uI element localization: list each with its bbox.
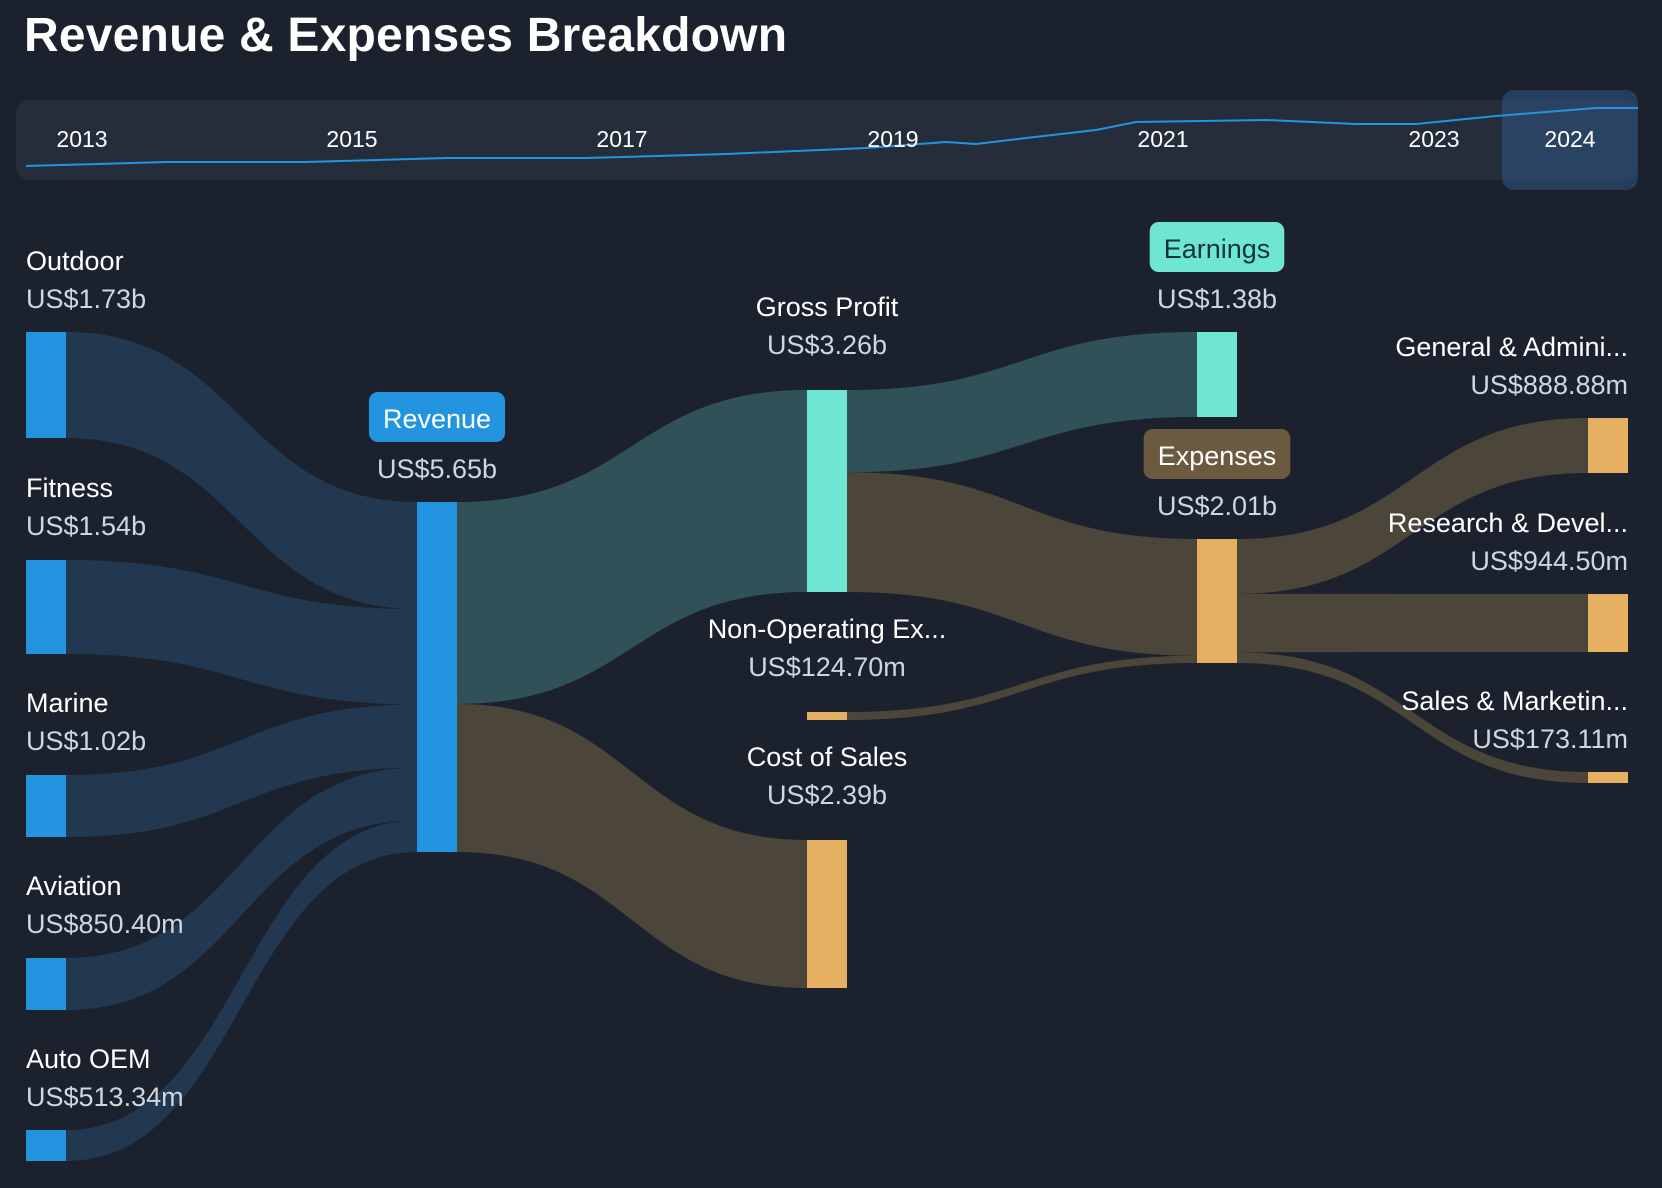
label-cost_of_sales-value: US$2.39b bbox=[767, 780, 887, 810]
link-fitness-to-revenue bbox=[66, 560, 417, 705]
year-2013[interactable]: 2013 bbox=[56, 126, 108, 152]
selected-year-highlight bbox=[1502, 90, 1638, 190]
sankey-nodes bbox=[26, 332, 1628, 1161]
label-cost_of_sales-name: Cost of Sales bbox=[747, 742, 908, 772]
link-expenses-to-research_dev bbox=[1237, 593, 1588, 653]
node-gross_profit[interactable] bbox=[807, 390, 847, 592]
year-2019[interactable]: 2019 bbox=[867, 126, 919, 152]
link-marine-to-revenue bbox=[66, 704, 417, 837]
label-marine-value: US$1.02b bbox=[26, 726, 146, 756]
node-earnings[interactable] bbox=[1197, 332, 1237, 417]
link-aviation-to-revenue bbox=[66, 767, 417, 1010]
year-2017[interactable]: 2017 bbox=[596, 126, 648, 152]
link-gross_profit-to-earnings bbox=[847, 332, 1197, 473]
label-general_admin-value: US$888.88m bbox=[1470, 370, 1628, 400]
sankey-labels: Outdoor US$1.73b Fitness US$1.54b Marine US$1… bbox=[26, 222, 1628, 1112]
node-revenue[interactable] bbox=[417, 502, 457, 852]
revenue-trend-sparkline bbox=[25, 107, 1638, 167]
label-expenses-name: Expenses bbox=[1158, 441, 1277, 471]
node-marine[interactable] bbox=[26, 775, 66, 837]
label-fitness-name: Fitness bbox=[26, 473, 113, 503]
link-gross_profit-to-expenses bbox=[847, 472, 1197, 656]
label-sales_marketing-name: Sales & Marketin... bbox=[1401, 686, 1628, 716]
label-revenue-pill bbox=[368, 392, 506, 442]
node-general_admin[interactable] bbox=[1588, 418, 1628, 473]
label-auto_oem-value: US$513.34m bbox=[26, 1082, 184, 1112]
node-cost_of_sales[interactable] bbox=[807, 840, 847, 988]
node-expenses[interactable] bbox=[1197, 539, 1237, 663]
label-aviation-value: US$850.40m bbox=[26, 909, 184, 939]
link-non_operating-to-expenses bbox=[847, 655, 1197, 720]
node-non_operating[interactable] bbox=[807, 712, 847, 720]
node-aviation[interactable] bbox=[26, 958, 66, 1010]
node-auto_oem[interactable] bbox=[26, 1130, 66, 1161]
page-title: Revenue & Expenses Breakdown bbox=[24, 9, 788, 62]
node-research_dev[interactable] bbox=[1588, 594, 1628, 652]
label-aviation-name: Aviation bbox=[26, 871, 122, 901]
node-fitness[interactable] bbox=[26, 560, 66, 654]
year-2024[interactable]: 2024 bbox=[1544, 126, 1596, 152]
label-revenue-value: US$5.65b bbox=[377, 454, 497, 484]
label-earnings-pill bbox=[1149, 222, 1285, 272]
label-non_operating-name: Non-Operating Ex... bbox=[708, 614, 947, 644]
year-2021[interactable]: 2021 bbox=[1137, 126, 1189, 152]
label-sales_marketing-value: US$173.11m bbox=[1472, 724, 1628, 754]
label-outdoor-name: Outdoor bbox=[26, 246, 124, 276]
year-2015[interactable]: 2015 bbox=[326, 126, 378, 152]
link-auto_oem-to-revenue bbox=[66, 820, 417, 1161]
node-outdoor[interactable] bbox=[26, 332, 66, 438]
link-expenses-to-sales_marketing bbox=[1237, 652, 1588, 783]
year-timeline[interactable]: 2013 2015 2017 2019 2021 2023 2024 bbox=[16, 90, 1638, 190]
link-revenue-to-cost_of_sales bbox=[457, 703, 807, 988]
label-non_operating-value: US$124.70m bbox=[748, 652, 906, 682]
label-auto_oem-name: Auto OEM bbox=[26, 1044, 151, 1074]
label-gross_profit-value: US$3.26b bbox=[767, 330, 887, 360]
label-marine-name: Marine bbox=[26, 688, 109, 718]
sankey-links bbox=[66, 332, 1588, 1161]
label-gross_profit-name: Gross Profit bbox=[756, 292, 899, 322]
link-expenses-to-general_admin bbox=[1237, 418, 1588, 594]
label-research_dev-value: US$944.50m bbox=[1470, 546, 1628, 576]
link-outdoor-to-revenue bbox=[66, 332, 417, 610]
label-expenses-pill bbox=[1143, 429, 1291, 479]
label-earnings-name: Earnings bbox=[1164, 234, 1271, 264]
year-2023[interactable]: 2023 bbox=[1408, 126, 1460, 152]
label-research_dev-name: Research & Devel... bbox=[1388, 508, 1628, 538]
node-sales_marketing[interactable] bbox=[1588, 772, 1628, 783]
link-revenue-to-gross_profit bbox=[457, 390, 807, 704]
label-earnings-value: US$1.38b bbox=[1157, 284, 1277, 314]
label-expenses-value: US$2.01b bbox=[1157, 491, 1277, 521]
label-fitness-value: US$1.54b bbox=[26, 511, 146, 541]
label-general_admin-name: General & Admini... bbox=[1395, 332, 1628, 362]
label-outdoor-value: US$1.73b bbox=[26, 284, 146, 314]
label-revenue-name: Revenue bbox=[383, 404, 491, 434]
